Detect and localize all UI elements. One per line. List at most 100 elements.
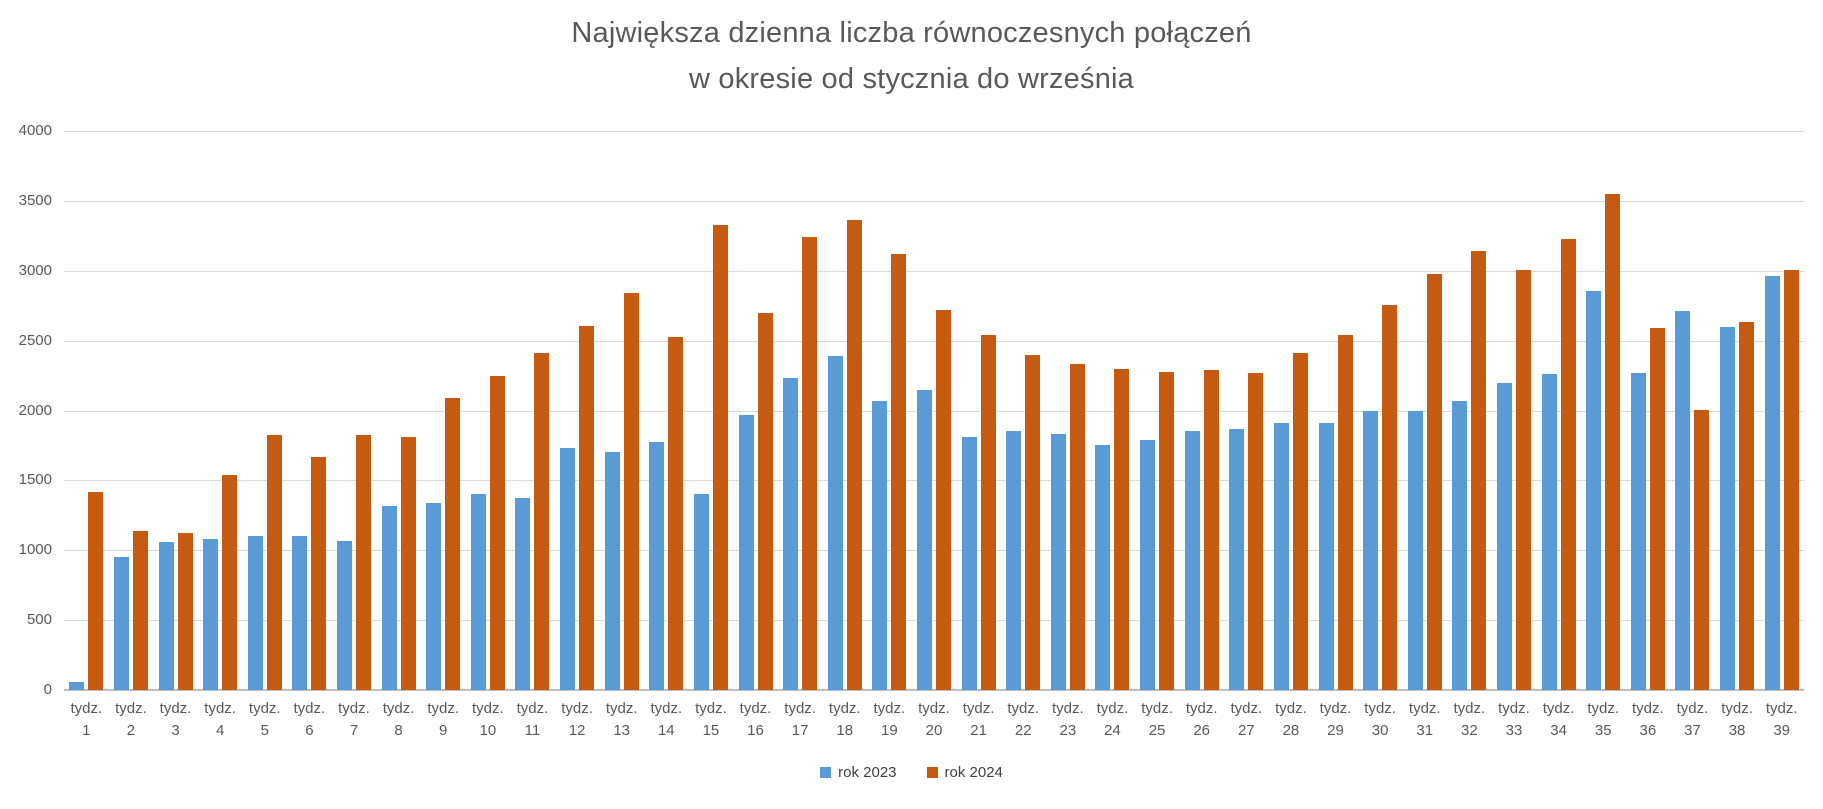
bar-rok-2023-week-6 (292, 536, 308, 690)
x-tick-label-week-35: tydz. 35 (1587, 700, 1620, 739)
y-tick-label-2500: 2500 (18, 331, 52, 349)
bar-group-week-4 (198, 131, 243, 690)
gridline-500 (64, 620, 1804, 621)
bar-rok-2024-week-11 (534, 353, 550, 690)
bar-group-week-1 (64, 131, 109, 690)
bar-rok-2024-week-36 (1649, 328, 1665, 690)
x-tick-label-week-26: tydz. 26 (1185, 700, 1218, 739)
y-tick-label-0: 0 (43, 681, 52, 698)
bar-group-week-30 (1358, 131, 1403, 690)
bar-group-week-34 (1536, 131, 1581, 690)
bar-group-week-14 (644, 131, 689, 690)
bar-rok-2024-week-22 (1025, 354, 1041, 690)
bar-group-week-17 (778, 131, 823, 690)
bar-rok-2023-week-36 (1630, 372, 1646, 690)
bar-rok-2024-week-10 (489, 375, 505, 690)
bar-rok-2024-week-33 (1515, 270, 1531, 690)
bar-rok-2023-week-5 (247, 536, 263, 690)
y-tick-label-500: 500 (26, 611, 52, 629)
x-tick-label-week-23: tydz. 23 (1051, 700, 1084, 739)
bar-rok-2023-week-7 (336, 541, 352, 690)
x-axis-labels: tydz. 1 tydz. 2 tydz. 3 tydz. 4 tydz. 5 tydz.… (64, 698, 1804, 750)
bar-group-week-5 (242, 131, 287, 690)
bar-rok-2024-week-30 (1382, 305, 1398, 690)
x-tick-label-week-6: tydz. 6 (293, 700, 326, 739)
bar-rok-2023-week-8 (381, 506, 397, 690)
bar-rok-2023-week-24 (1095, 445, 1111, 690)
plot-area (64, 131, 1804, 691)
bar-group-week-31 (1402, 131, 1447, 690)
x-tick-label-week-38: tydz. 38 (1721, 700, 1753, 739)
x-tick-label-week-15: tydz. 15 (695, 700, 727, 739)
x-tick-label-week-4: tydz. 4 (204, 700, 236, 739)
chart-title-line2: w okresie od stycznia do września (688, 63, 1134, 95)
x-tick-label-week-3: tydz. 3 (159, 700, 192, 739)
gridline-4000 (64, 131, 1804, 132)
x-tick-label-week-8: tydz. 8 (382, 700, 415, 739)
x-tick-label-week-12: tydz. 12 (561, 700, 593, 739)
bar-rok-2023-week-15 (693, 493, 709, 690)
bar-rok-2024-week-39 (1783, 270, 1799, 690)
x-tick-label-week-30: tydz. 30 (1364, 700, 1396, 739)
bar-rok-2024-week-24 (1114, 369, 1130, 690)
bar-rok-2023-week-17 (783, 378, 799, 690)
bar-group-week-10 (466, 131, 511, 690)
bar-rok-2023-week-23 (1050, 433, 1066, 690)
bar-group-week-37 (1670, 131, 1715, 690)
bar-group-week-15 (689, 131, 734, 690)
y-tick-label-2000: 2000 (18, 401, 52, 419)
bar-rok-2024-week-34 (1560, 239, 1576, 690)
bar-rok-2023-week-18 (827, 356, 843, 690)
bar-group-week-22 (1001, 131, 1046, 690)
x-tick-label-week-28: tydz. 28 (1275, 700, 1307, 739)
x-tick-label-week-13: tydz. 13 (605, 700, 638, 739)
bar-group-week-9 (421, 131, 466, 690)
x-tick-label-week-29: tydz. 29 (1319, 700, 1352, 739)
y-tick-label-4000: 4000 (18, 122, 52, 139)
gridline-1500 (64, 480, 1804, 481)
bar-rok-2023-week-21 (961, 437, 977, 690)
bar-rok-2024-week-3 (177, 532, 193, 690)
bar-group-week-35 (1581, 131, 1626, 690)
bar-rok-2023-week-26 (1184, 431, 1200, 690)
x-tick-label-week-5: tydz. 5 (248, 700, 281, 739)
bar-group-week-6 (287, 131, 332, 690)
bar-rok-2024-week-5 (266, 434, 282, 690)
y-tick-label-1000: 1000 (18, 541, 52, 559)
bar-rok-2023-week-27 (1229, 428, 1245, 690)
bar-group-week-29 (1313, 131, 1358, 690)
bar-rok-2023-week-37 (1675, 311, 1691, 690)
gridline-2000 (64, 411, 1804, 412)
x-tick-label-week-9: tydz. 9 (427, 700, 460, 739)
chart-title-line1: Największa dzienna liczba równoczesnych … (571, 17, 1252, 49)
x-tick-label-week-24: tydz. 24 (1096, 700, 1129, 739)
x-tick-label-week-25: tydz. 25 (1141, 700, 1173, 739)
bar-group-week-16 (733, 131, 778, 690)
bar-rok-2024-week-21 (980, 335, 996, 690)
bar-group-week-27 (1224, 131, 1269, 690)
bar-rok-2023-week-4 (203, 539, 219, 690)
bar-rok-2024-week-1 (88, 491, 104, 690)
bar-group-week-12 (555, 131, 600, 690)
bar-rok-2023-week-20 (916, 390, 932, 690)
x-tick-label-week-27: tydz. 27 (1230, 700, 1263, 739)
legend-label-2024: rok 2024 (944, 764, 1003, 781)
x-tick-label-week-10: tydz. 10 (471, 700, 504, 739)
legend-swatch-2023 (820, 767, 832, 778)
x-tick-label-week-32: tydz. 32 (1453, 700, 1486, 739)
bar-rok-2024-week-27 (1248, 373, 1264, 690)
bar-rok-2023-week-2 (113, 556, 129, 690)
bar-rok-2023-week-10 (470, 494, 486, 690)
bar-rok-2024-week-4 (222, 474, 238, 690)
bar-rok-2024-week-29 (1337, 335, 1353, 690)
y-tick-label-1500: 1500 (18, 471, 52, 489)
bar-rok-2024-week-26 (1203, 369, 1219, 690)
bar-group-week-11 (510, 131, 555, 690)
bar-rok-2023-week-14 (649, 441, 665, 690)
y-tick-label-3500: 3500 (18, 191, 52, 209)
x-tick-label-week-20: tydz. 20 (918, 700, 950, 739)
bar-group-week-24 (1090, 131, 1135, 690)
x-tick-label-week-11: tydz. 11 (516, 700, 549, 739)
bar-group-week-33 (1492, 131, 1537, 690)
bar-rok-2024-week-15 (712, 224, 728, 690)
